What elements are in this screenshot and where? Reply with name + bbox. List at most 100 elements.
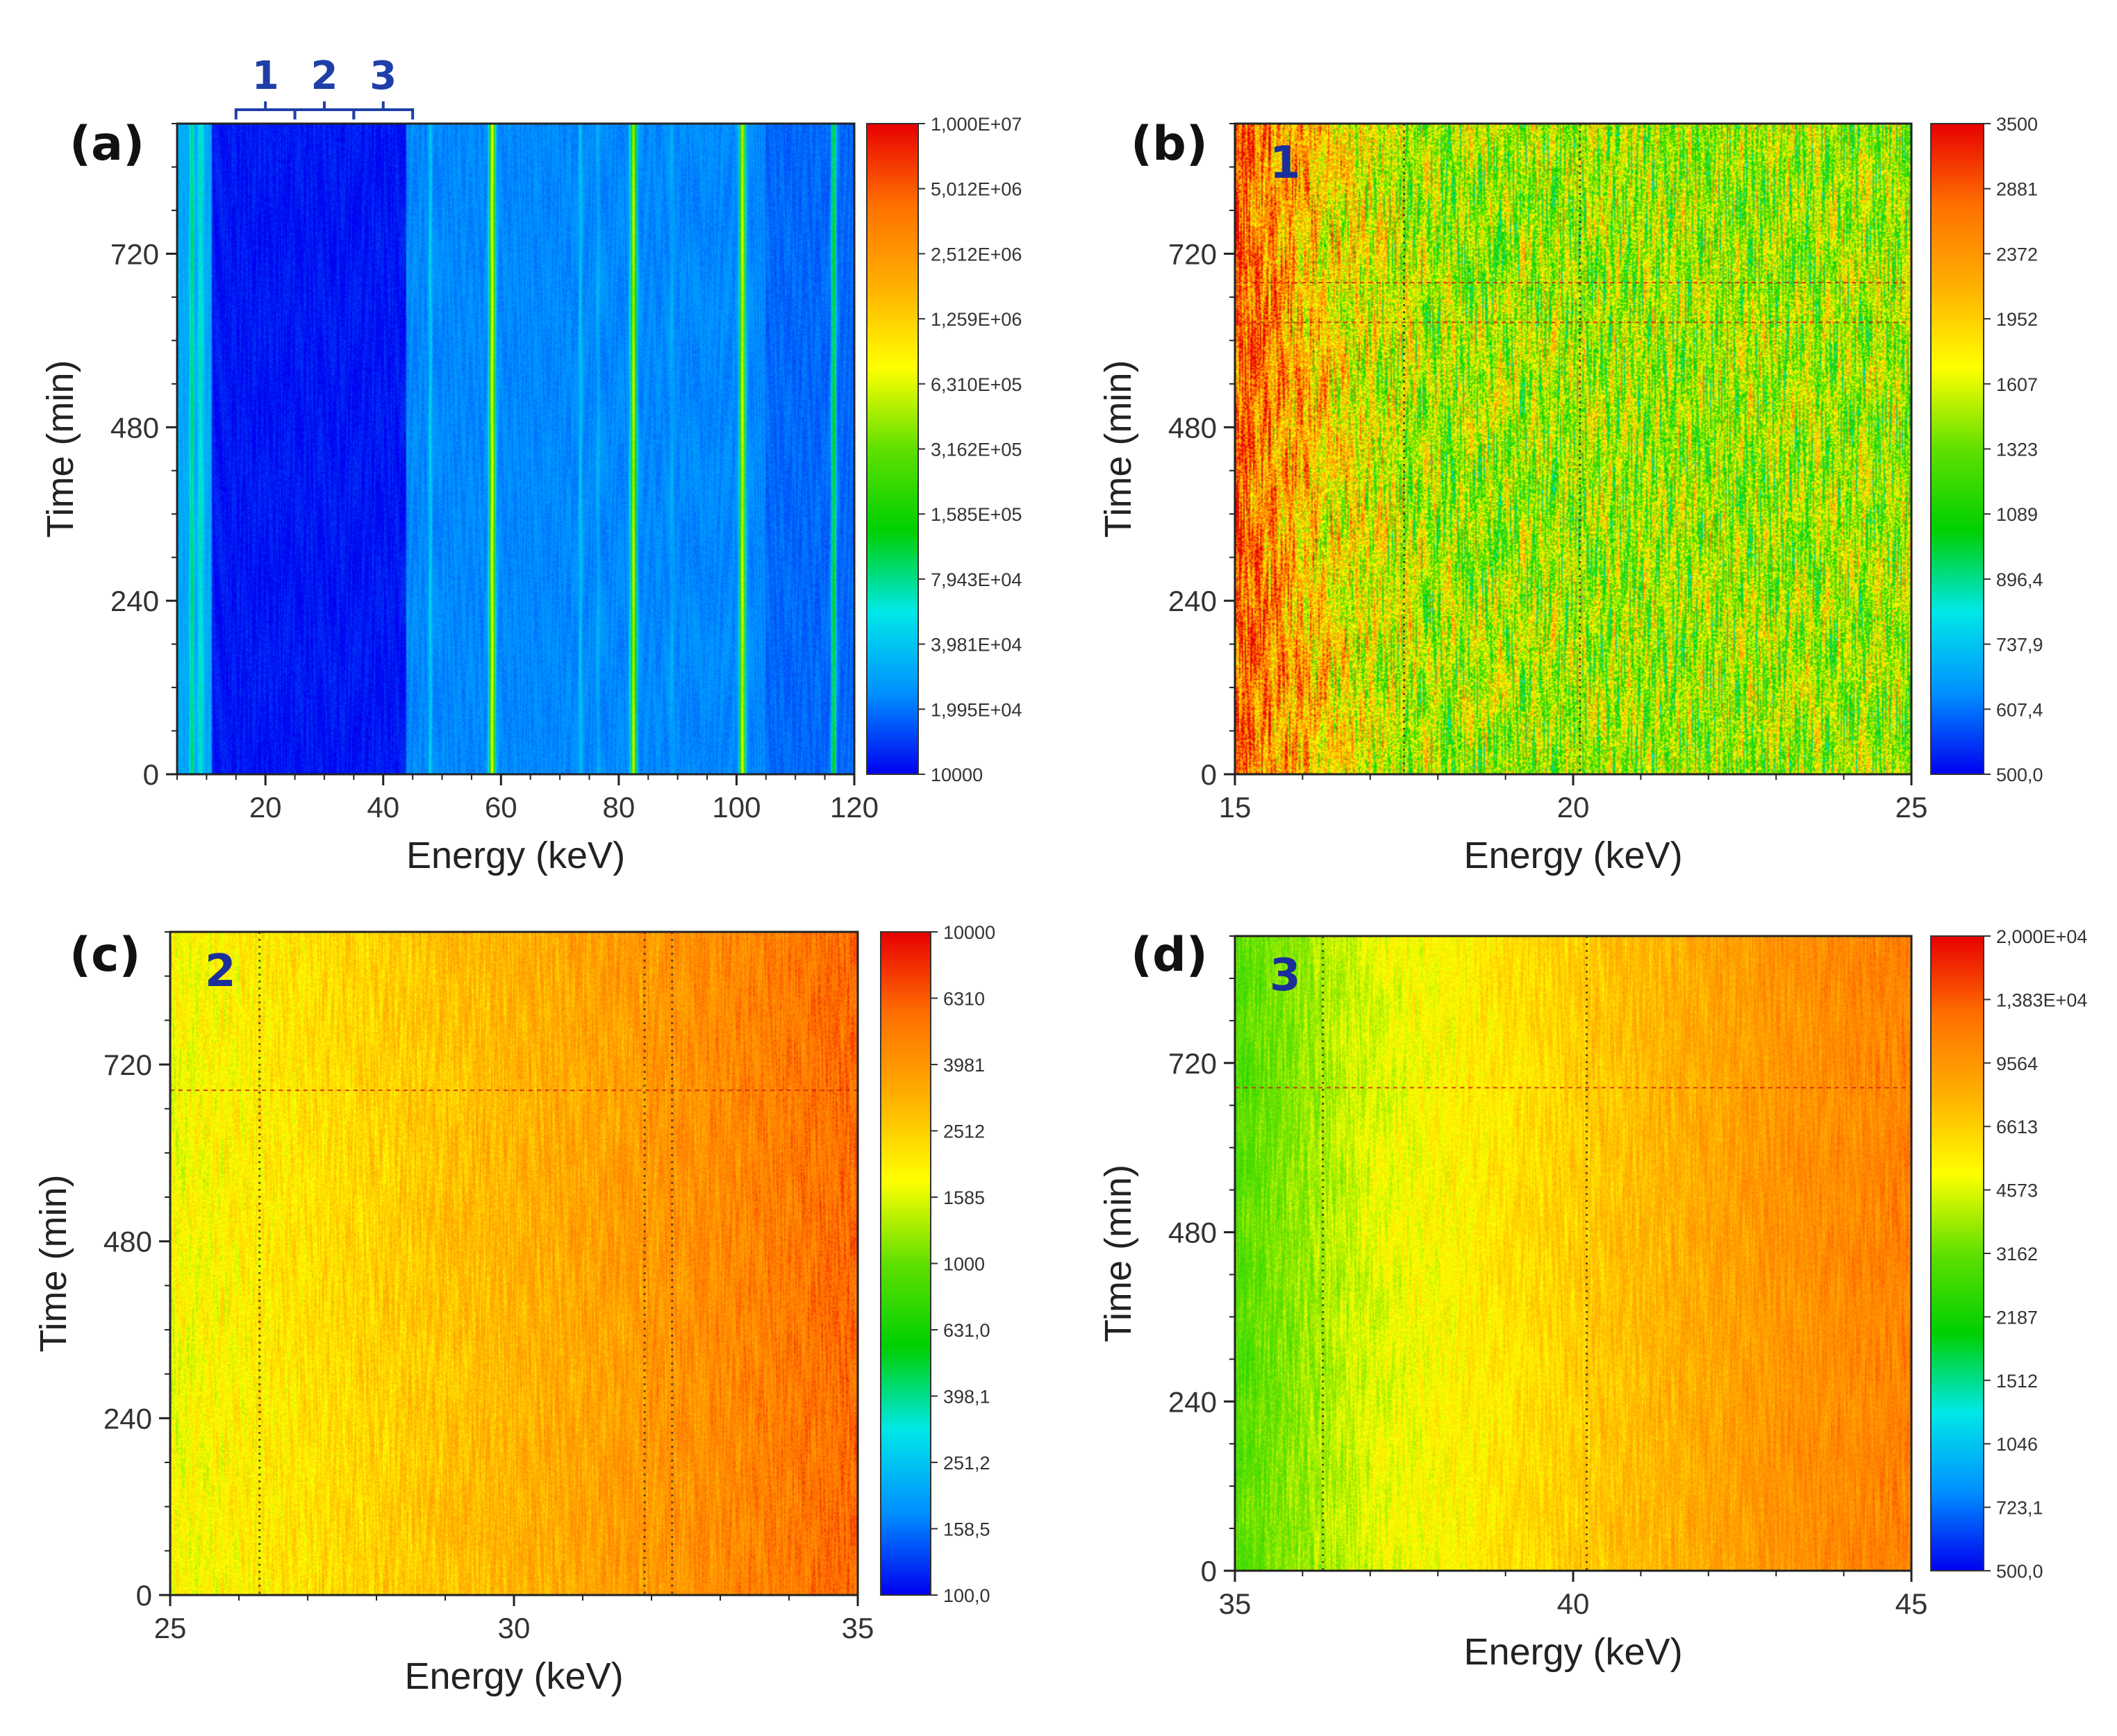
colorbar-tick-label: 100,0	[943, 1585, 990, 1606]
colorbar-tick-label: 2187	[1996, 1307, 2038, 1328]
colorbar-tick-label: 1952	[1996, 309, 2038, 330]
colorbar-tick-label: 500,0	[1996, 1561, 2043, 1582]
region-bracket-label: 3	[370, 53, 397, 99]
colorbar-tick-label: 1,585E+05	[931, 504, 1022, 525]
y-tick-label: 0	[1201, 758, 1217, 791]
colorbar-tick-label: 1512	[1996, 1371, 2038, 1392]
y-tick-label: 240	[1168, 1385, 1217, 1418]
y-axis-title: Time (min)	[33, 1175, 74, 1353]
x-tick-label: 40	[1557, 1587, 1590, 1620]
heatmap-image	[170, 932, 858, 1595]
y-tick-label: 720	[110, 237, 159, 270]
colorbar-tick-label: 1000	[943, 1254, 985, 1275]
x-tick-label: 60	[485, 791, 517, 824]
heatmap-image	[1235, 936, 1911, 1571]
colorbar	[880, 931, 931, 1596]
x-axis-title: Energy (keV)	[1463, 835, 1682, 876]
panel-c: 25 30 35 0 240 480 720 Energy (keV) Time (min) (c…	[33, 922, 995, 1697]
y-tick-label: 720	[1168, 237, 1217, 270]
colorbar-tick-label: 2881	[1996, 179, 2038, 200]
x-tick-label: 25	[1895, 791, 1928, 824]
x-tick-label: 20	[249, 791, 282, 824]
colorbar-tick-label: 1,383E+04	[1996, 990, 2087, 1010]
y-tick-label: 480	[103, 1226, 152, 1258]
y-tick-label: 0	[136, 1579, 152, 1612]
x-tick-label: 30	[498, 1612, 531, 1644]
colorbar-tick-label: 896,4	[1996, 569, 2043, 590]
y-tick-label: 0	[1201, 1555, 1217, 1587]
y-tick-label: 240	[103, 1402, 152, 1435]
panel-d: 35 40 45 0 240 480 720 Energy (keV) Time (min) (d…	[1097, 926, 2087, 1673]
colorbar-tick-label: 2,512E+06	[931, 244, 1022, 265]
colorbar-tick-label: 1,000E+07	[931, 114, 1022, 135]
colorbar-tick-label: 631,0	[943, 1320, 990, 1341]
x-tick-label: 15	[1219, 791, 1252, 824]
colorbar-tick-label: 3162	[1996, 1244, 2038, 1265]
colorbar-tick-label: 7,943E+04	[931, 569, 1022, 590]
colorbar-tick-label: 500,0	[1996, 765, 2043, 785]
colorbar-tick-label: 2372	[1996, 244, 2038, 265]
x-axis-title: Energy (keV)	[406, 835, 625, 876]
colorbar-tick-label: 1323	[1996, 440, 2038, 460]
plot-frame	[176, 122, 856, 776]
x-tick-label: 25	[154, 1612, 187, 1644]
colorbar-tick-label: 6310	[943, 989, 985, 1010]
colorbar	[1930, 935, 1984, 1571]
x-tick-label: 100	[712, 791, 761, 824]
colorbar-tick-label: 6,310E+05	[931, 374, 1022, 395]
colorbar-tick-label: 607,4	[1996, 699, 2043, 720]
x-tick-label: 80	[603, 791, 636, 824]
colorbar-tick-label: 3500	[1996, 114, 2038, 135]
colorbar-tick-label: 1046	[1996, 1434, 2038, 1455]
region-tag: 2	[205, 946, 236, 997]
panel-letter: (b)	[1131, 117, 1208, 172]
colorbar-tick-label: 1089	[1996, 504, 2038, 525]
x-axis-title: Energy (keV)	[404, 1655, 623, 1697]
x-axis-title: Energy (keV)	[1463, 1631, 1682, 1673]
panel-a: 20 40 60 80 100 120 0 240 480 720 Energy (keV) Time…	[40, 114, 1022, 876]
x-tick-label: 20	[1557, 791, 1590, 824]
panel-letter: (a)	[69, 117, 144, 172]
colorbar-tick-label: 6613	[1996, 1117, 2038, 1137]
y-tick-label: 240	[1168, 585, 1217, 617]
colorbar-tick-label: 1,259E+06	[931, 309, 1022, 330]
panel-letter: (d)	[1131, 928, 1208, 983]
y-tick-label: 240	[110, 585, 159, 617]
y-tick-label: 0	[143, 758, 159, 791]
panel-letter: (c)	[69, 928, 140, 983]
region-bracket-label: 2	[310, 53, 338, 99]
colorbar-tick-label: 5,012E+06	[931, 179, 1022, 200]
colorbar-tick-label: 3,162E+05	[931, 440, 1022, 460]
y-axis-title: Time (min)	[1097, 360, 1139, 538]
colorbar-tick-label: 251,2	[943, 1453, 990, 1474]
colorbar-tick-label: 737,9	[1996, 635, 2043, 656]
y-axis-title: Time (min)	[40, 360, 81, 538]
region-bracket	[352, 101, 415, 119]
region-bracket-label: 1	[252, 53, 279, 99]
y-tick-label: 480	[1168, 1217, 1217, 1249]
colorbar-tick-label: 398,1	[943, 1387, 990, 1408]
y-tick-label: 720	[103, 1049, 152, 1081]
colorbar	[1930, 123, 1984, 775]
colorbar-tick-label: 9564	[1996, 1053, 2038, 1074]
y-tick-label: 720	[1168, 1047, 1217, 1080]
panel-b: 15 20 25 0 240 480 720 Energy (keV) Time (min) (b…	[1097, 114, 2043, 876]
x-tick-label: 35	[842, 1612, 874, 1644]
colorbar-tick-label: 2,000E+04	[1996, 926, 2087, 947]
region-tag: 1	[1270, 137, 1301, 189]
colorbar-tick-label: 10000	[931, 765, 983, 785]
colorbar-tick-label: 3981	[943, 1055, 985, 1076]
region-tag: 3	[1270, 950, 1301, 1001]
x-tick-label: 120	[830, 791, 879, 824]
colorbar-tick-label: 1607	[1996, 374, 2038, 395]
region-bracket	[293, 101, 356, 119]
colorbar-tick-label: 723,1	[1996, 1498, 2043, 1519]
colorbar-tick-label: 158,5	[943, 1519, 990, 1540]
colorbar-tick-label: 2512	[943, 1121, 985, 1142]
colorbar-tick-label: 4573	[1996, 1180, 2038, 1201]
x-tick-label: 40	[367, 791, 399, 824]
y-axis-title: Time (min)	[1097, 1165, 1139, 1342]
